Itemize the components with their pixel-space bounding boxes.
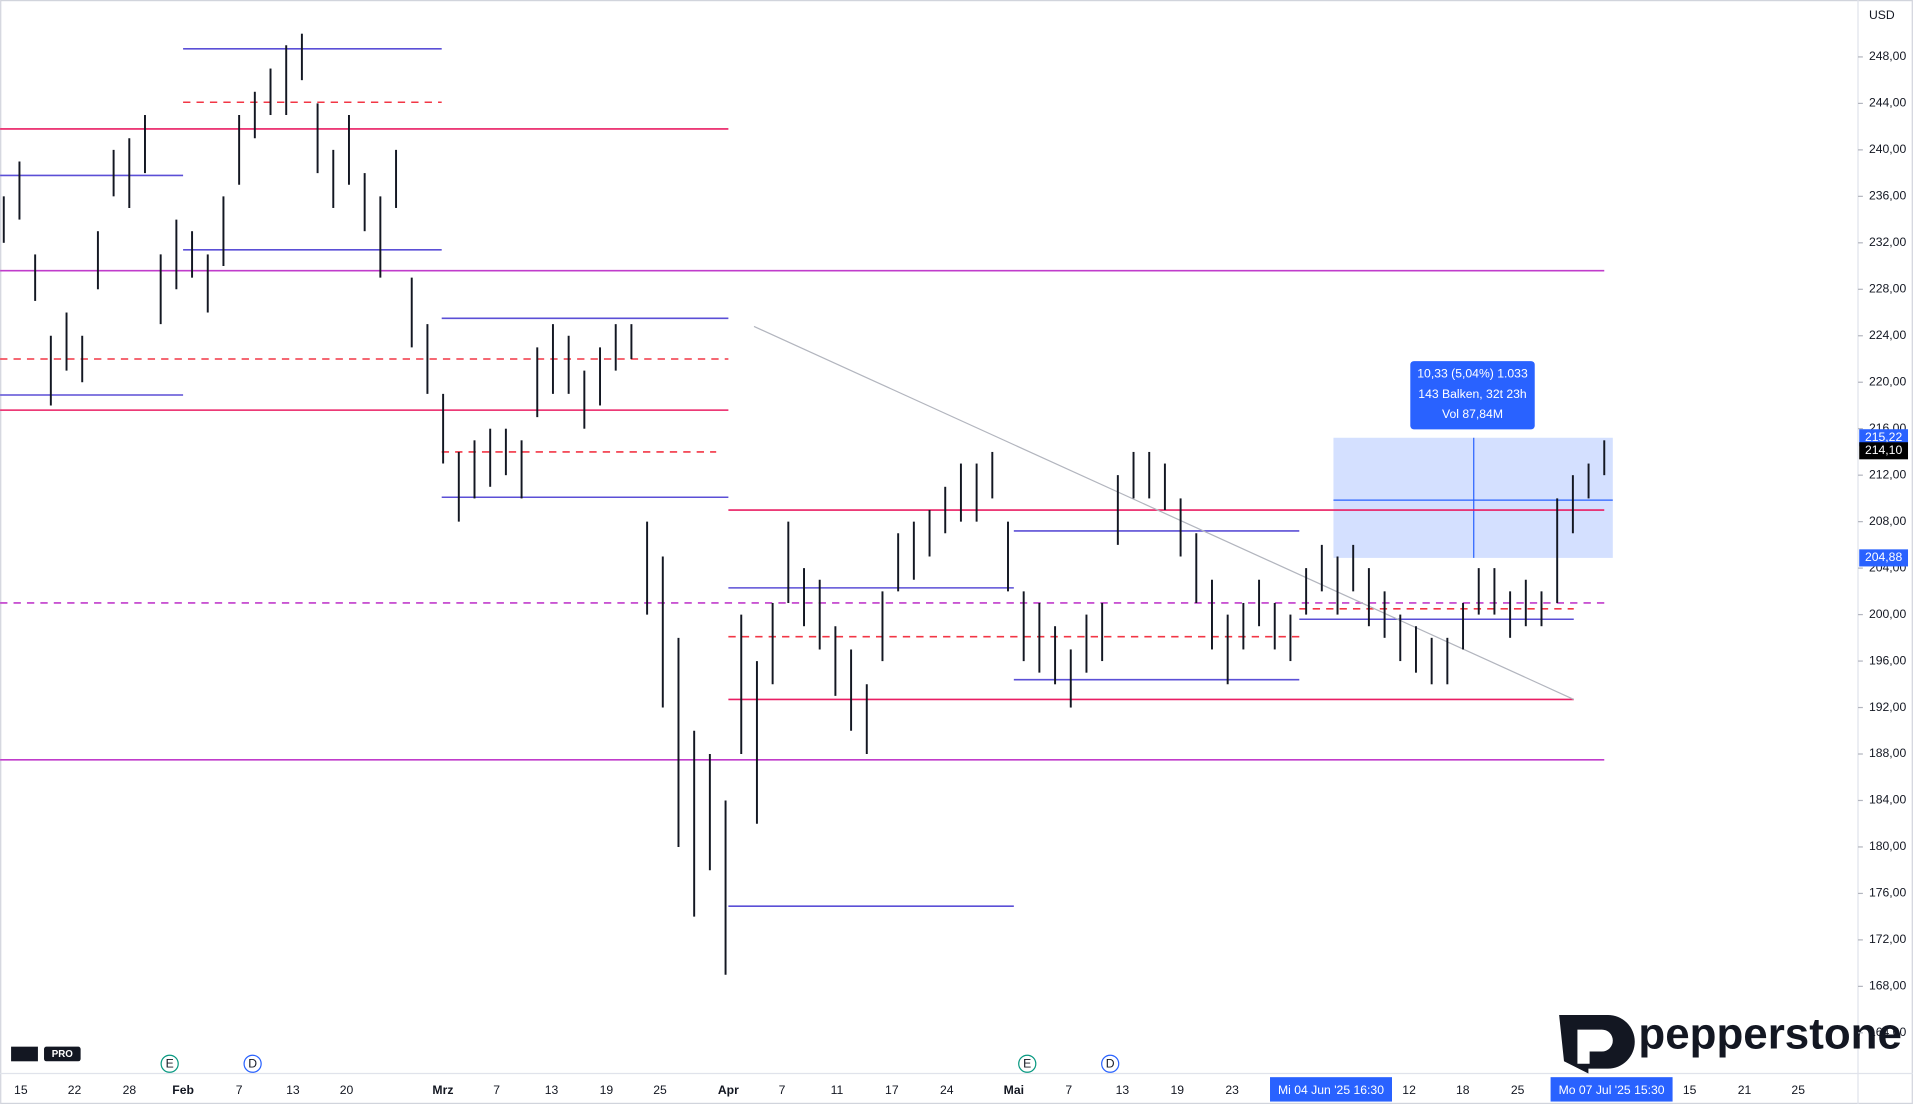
tv-logo: PRO [11,1046,81,1062]
x-tick-label: 7 [493,1083,500,1097]
x-tick-label: Mi 04 Jun '25 16:30 [1278,1083,1384,1097]
event-label: E [1023,1057,1031,1071]
y-tick-label: 196,00 [1869,653,1906,667]
x-tick-label: 19 [1171,1083,1185,1097]
x-tick-label: 25 [1791,1083,1805,1097]
y-tick-label: 228,00 [1869,282,1906,296]
x-tick-label: 17 [885,1083,899,1097]
x-tick-label: 19 [600,1083,614,1097]
crosshair-date-tag [1550,1077,1673,1102]
event-marker [243,1054,262,1073]
x-tick-label: 7 [779,1083,786,1097]
y-tick-label: 188,00 [1869,746,1906,760]
x-tick-label: 12 [1402,1083,1416,1097]
y-tick-label: 236,00 [1869,189,1906,203]
y-tick-label: 200,00 [1869,607,1906,621]
event-label: D [1106,1057,1115,1071]
y-tick-label: 248,00 [1869,49,1906,63]
x-tick-label: 28 [123,1083,137,1097]
measure-label: 143 Balken, 32t 23h [1418,387,1526,401]
x-tick-label: 18 [1456,1083,1470,1097]
x-tick-label: 25 [1511,1083,1525,1097]
x-tick-label: 7 [1065,1083,1072,1097]
x-tick-label: Mo 07 Jul '25 15:30 [1559,1083,1665,1097]
x-tick-label: Mrz [432,1083,453,1097]
x-tick-label: 20 [340,1083,354,1097]
y-tick-label: 168,00 [1869,979,1906,993]
x-tick-label: 22 [68,1083,82,1097]
measure-label-box [1410,361,1535,430]
y-tick-label: 172,00 [1869,932,1906,946]
price-tag-label: 204,88 [1865,550,1902,564]
brand-logo: pepperstone [1559,1009,1902,1074]
x-tick-label: 11 [831,1083,844,1097]
price-tag-label: 214,10 [1865,443,1902,457]
y-tick-label: 232,00 [1869,235,1906,249]
x-tick-label: 23 [1225,1083,1239,1097]
event-label: E [166,1057,174,1071]
measure-label: Vol 87,84M [1442,407,1503,421]
y-tick-label: 224,00 [1869,328,1906,342]
x-tick-label: 13 [545,1083,559,1097]
crosshair-date-tag [1270,1077,1393,1102]
x-tick-label: 15 [14,1083,28,1097]
x-tick-label: 13 [286,1083,300,1097]
badge: PRO [52,1049,74,1060]
event-marker [160,1054,179,1073]
y-tick-label: 176,00 [1869,886,1906,900]
x-tick-label: Apr [718,1083,739,1097]
measure-label: 10,33 (5,04%) 1.033 [1417,367,1528,381]
y-tick-label: 208,00 [1869,514,1906,528]
price-tag-label: 215,22 [1865,430,1902,444]
event-marker [1018,1054,1037,1073]
x-tick-label: 24 [940,1083,954,1097]
event-marker [1101,1054,1120,1073]
brand: pepperstone [1638,1009,1901,1058]
x-tick-label: 21 [1738,1083,1752,1097]
y-tick-label: 244,00 [1869,96,1906,110]
event-label: D [248,1057,257,1071]
x-tick-label: 15 [1683,1083,1697,1097]
x-tick-label: 13 [1116,1083,1130,1097]
y-tick-label: 164,00 [1869,1025,1906,1039]
y-tick-label: 180,00 [1869,839,1906,853]
trendline [753,325,1575,700]
y-tick-label: 184,00 [1869,793,1906,807]
x-tick-label: Mai [1004,1083,1024,1097]
y-tick-label: 192,00 [1869,700,1906,714]
x-tick-label: 25 [653,1083,667,1097]
y-tick-label: 240,00 [1869,142,1906,156]
price-tag [1859,442,1909,460]
price-tag [1859,429,1909,447]
price-tag [1859,549,1909,567]
x-tick-label: Feb [172,1083,194,1097]
y-tick-label: 220,00 [1869,374,1906,388]
currency: USD [1869,8,1895,22]
y-tick-label: 212,00 [1869,467,1906,481]
x-tick-label: 7 [236,1083,243,1097]
